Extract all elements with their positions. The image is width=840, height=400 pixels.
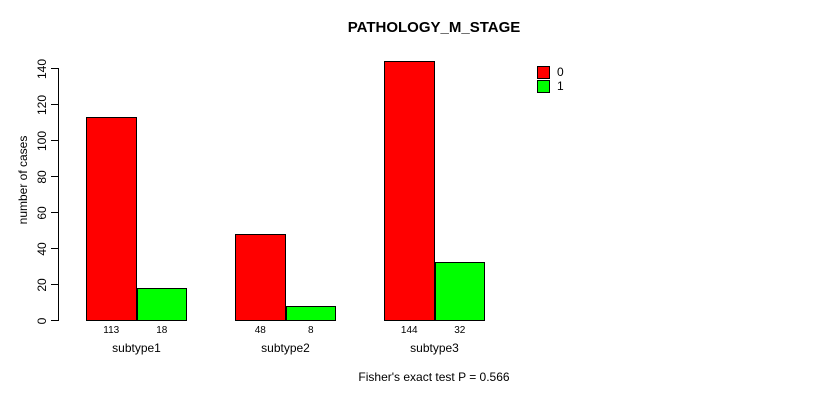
y-tick-mark [51, 68, 58, 69]
y-tick-label: 0 [35, 317, 49, 324]
legend-swatch-0 [537, 66, 550, 79]
y-tick-label: 80 [35, 169, 49, 184]
y-tick-mark [51, 248, 58, 249]
legend-swatch-1 [537, 80, 550, 93]
legend: 0 1 [537, 66, 564, 94]
bar-value-label: 48 [254, 325, 266, 336]
legend-label-0: 0 [557, 65, 564, 79]
y-tick-mark [51, 140, 58, 141]
x-category-label: subtype3 [410, 341, 459, 355]
bar-value-label: 18 [156, 325, 168, 336]
bar-subtype3-0 [384, 60, 435, 321]
y-tick-label: 20 [35, 277, 49, 292]
x-category-label: subtype2 [261, 341, 310, 355]
bar-subtype1-0 [86, 116, 137, 321]
bar-subtype1-1 [136, 287, 187, 321]
bar-subtype3-1 [434, 262, 485, 321]
legend-label-1: 1 [557, 79, 564, 93]
y-tick-label: 100 [35, 130, 49, 151]
y-tick-mark [51, 212, 58, 213]
bar-subtype2-1 [285, 305, 336, 321]
y-tick-mark [51, 284, 58, 285]
y-tick-mark [51, 320, 58, 321]
y-tick-label: 40 [35, 241, 49, 256]
y-axis-line [58, 68, 59, 321]
y-tick-label: 60 [35, 205, 49, 220]
bar-value-label: 32 [454, 325, 466, 336]
bar-subtype2-0 [235, 233, 286, 321]
annotation-text: Fisher's exact test P = 0.566 [358, 370, 510, 384]
legend-item-0: 0 [537, 66, 564, 79]
y-tick-mark [51, 176, 58, 177]
legend-item-1: 1 [537, 80, 564, 93]
y-tick-label: 140 [35, 58, 49, 79]
bar-value-label: 144 [400, 325, 418, 336]
chart-title: PATHOLOGY_M_STAGE [347, 19, 521, 36]
bar-value-label: 113 [103, 325, 120, 336]
y-tick-label: 120 [35, 94, 49, 115]
y-tick-mark [51, 104, 58, 105]
bar-value-label: 8 [307, 325, 314, 336]
x-category-label: subtype1 [112, 341, 161, 355]
